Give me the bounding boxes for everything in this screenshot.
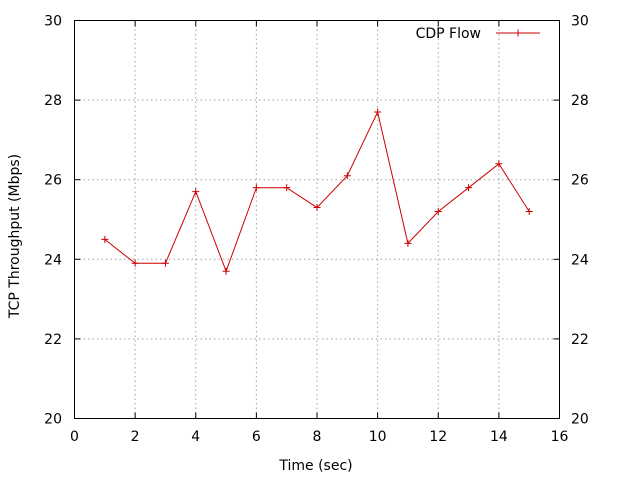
- y2-tick-label: 30: [571, 14, 589, 30]
- data-point-marker: [161, 259, 169, 267]
- x-axis-title: Time (sec): [278, 458, 352, 474]
- x-tick-label: 4: [191, 429, 200, 445]
- y-tick-label: 26: [44, 173, 62, 189]
- data-point-marker: [313, 204, 321, 212]
- y-tick-label: 22: [44, 332, 62, 348]
- legend-label: CDP Flow: [416, 26, 481, 42]
- x-tick-label: 10: [369, 429, 387, 445]
- series-layer: [101, 108, 533, 275]
- y-tick-label: 28: [44, 93, 62, 109]
- data-point-marker: [495, 160, 503, 168]
- data-point-marker: [192, 188, 200, 196]
- data-point-marker: [525, 208, 533, 216]
- axis-ticks: [74, 20, 560, 419]
- data-point-marker: [101, 235, 109, 243]
- legend: CDP Flow: [416, 26, 540, 42]
- x-tick-label: 2: [131, 429, 140, 445]
- x-tick-label: 16: [551, 429, 569, 445]
- y-tick-label: 30: [44, 14, 62, 30]
- x-tick-labels: 0 2 4 6 8 10 12 14 16: [70, 429, 568, 445]
- y2-tick-labels: 20 22 24 26 28 30: [571, 14, 589, 428]
- y2-tick-label: 28: [571, 93, 589, 109]
- data-point-marker: [252, 184, 260, 192]
- y-tick-label: 24: [44, 252, 62, 268]
- grid-lines: [74, 20, 560, 419]
- data-point-marker: [404, 239, 412, 247]
- y-tick-labels: 20 22 24 26 28 30: [44, 14, 62, 428]
- y-tick-label: 20: [44, 412, 62, 428]
- data-point-marker: [283, 184, 291, 192]
- data-point-marker: [222, 267, 230, 275]
- x-tick-label: 12: [429, 429, 447, 445]
- data-point-marker: [374, 108, 382, 116]
- x-tick-label: 0: [70, 429, 79, 445]
- data-point-marker: [465, 184, 473, 192]
- data-point-marker: [131, 259, 139, 267]
- y-axis-title: TCP Throughput (Mbps): [7, 154, 23, 319]
- data-point-marker: [343, 172, 351, 180]
- y2-tick-label: 20: [571, 412, 589, 428]
- legend-marker-sample: [514, 29, 522, 37]
- x-tick-label: 8: [313, 429, 322, 445]
- x-tick-label: 14: [490, 429, 508, 445]
- y2-tick-label: 24: [571, 252, 589, 268]
- y2-tick-label: 26: [571, 173, 589, 189]
- x-tick-label: 6: [252, 429, 261, 445]
- y2-tick-label: 22: [571, 332, 589, 348]
- data-point-marker: [434, 208, 442, 216]
